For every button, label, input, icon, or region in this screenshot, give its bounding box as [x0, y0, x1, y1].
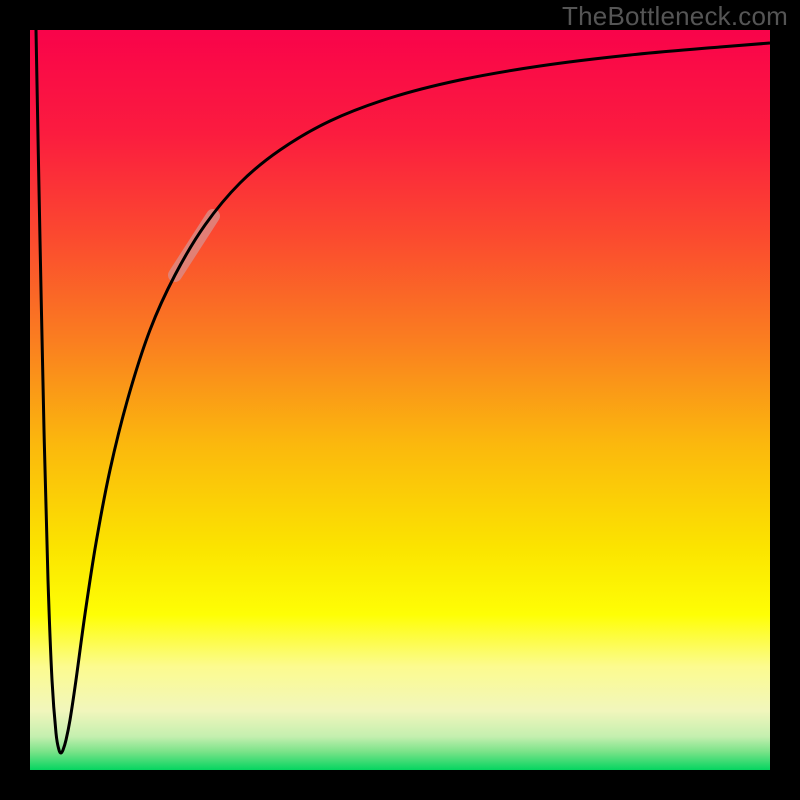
- plot-background: [30, 30, 770, 770]
- chart-container: TheBottleneck.com: [0, 0, 800, 800]
- watermark-text: TheBottleneck.com: [562, 1, 788, 32]
- gradient-curve-chart: [0, 0, 800, 800]
